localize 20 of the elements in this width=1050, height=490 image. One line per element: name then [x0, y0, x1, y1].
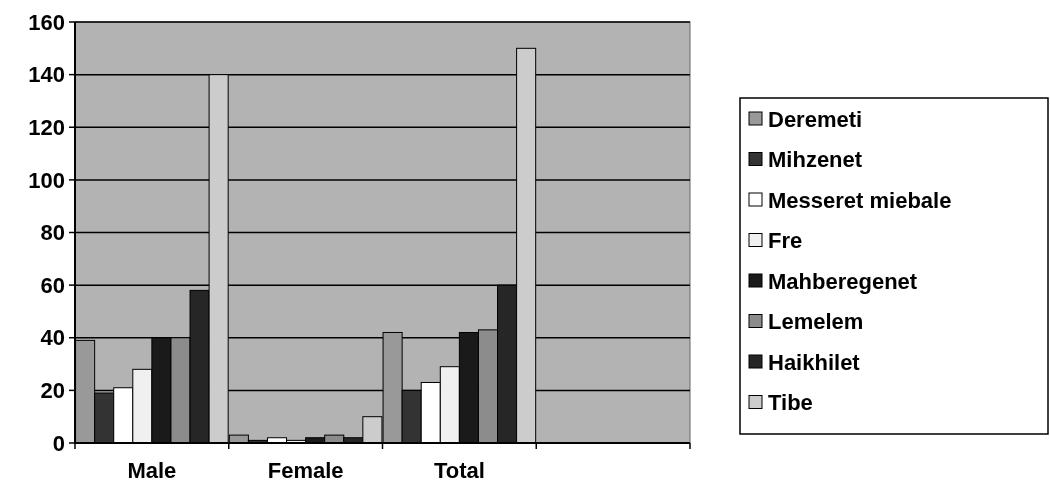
legend-label: Haikhilet	[768, 349, 861, 375]
x-tick-label: Total	[433, 458, 485, 483]
legend-label: Deremeti	[768, 106, 863, 132]
legend-label: Lemelem	[768, 309, 864, 335]
legend-label: Mihzenet	[768, 147, 863, 173]
legend-label: Mahberegenet	[768, 268, 918, 294]
legend-label: Messeret miebale	[768, 187, 952, 213]
x-tick-label: Male	[127, 458, 177, 483]
y-tick-label: 20	[40, 378, 65, 404]
y-tick-label: 100	[28, 167, 65, 193]
y-tick-label: 80	[40, 220, 65, 246]
y-tick-label: 120	[28, 114, 65, 140]
legend-label: Fre	[768, 228, 803, 254]
x-tick-label: Female	[267, 458, 344, 483]
y-tick-label: 0	[52, 430, 65, 456]
y-tick-label: 140	[28, 62, 65, 88]
legend-label: Tibe	[768, 390, 813, 416]
y-tick-label: 160	[28, 9, 65, 35]
y-tick-label: 40	[40, 325, 65, 351]
y-tick-label: 60	[40, 272, 65, 298]
